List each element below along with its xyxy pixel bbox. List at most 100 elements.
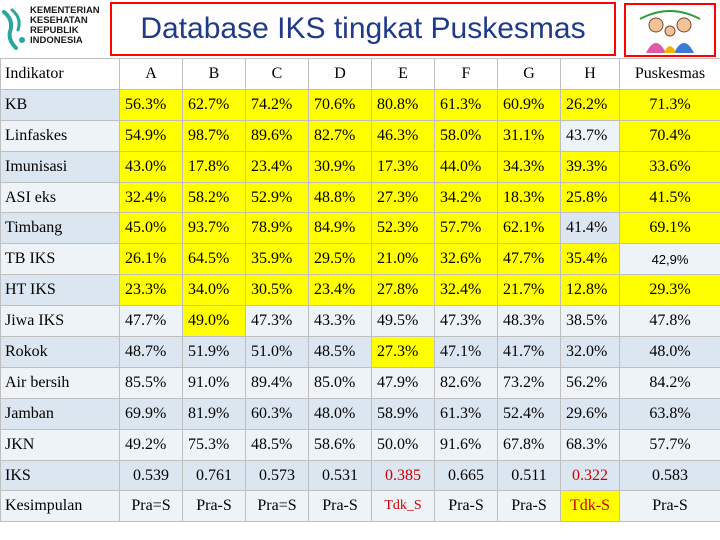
table-cell: 47.1% — [434, 336, 498, 368]
table-cell: 0.539 — [119, 459, 183, 492]
table-cell: 0.573 — [245, 459, 309, 492]
table-header-row: Indikator A B C D E F G H Puskesmas — [0, 58, 720, 90]
table-cell: Pra=S — [119, 490, 183, 523]
table-cell: 73.2% — [497, 366, 561, 399]
table-cell: 75.3% — [182, 428, 246, 461]
table-cell: 61.3% — [434, 88, 498, 121]
ministry-logo-line: KESEHATAN — [30, 15, 88, 26]
table-cell: 41.7% — [497, 336, 561, 368]
row-label: Kesimpulan — [0, 490, 120, 523]
table-cell: 69.9% — [119, 397, 183, 430]
table-cell: 35.4% — [560, 243, 620, 276]
table-cell: 82.7% — [308, 119, 372, 152]
table-row: Jamban 69.9% 81.9% 60.3% 48.0% 58.9% 61.3% 52.4… — [0, 397, 720, 430]
table-cell: 23.3% — [119, 274, 183, 307]
puskesmas-cell: 57.7% — [619, 428, 720, 461]
table-row: Timbang 45.0% 93.7% 78.9% 84.9% 52.3% 57.7% 62.… — [0, 212, 720, 245]
table-cell: 29.6% — [560, 397, 620, 430]
table-cell: 56.2% — [560, 366, 620, 399]
iks-data-table: Indikator A B C D E F G H Puskesmas KB 56… — [0, 58, 720, 523]
puskesmas-cell: 29.3% — [619, 274, 720, 307]
table-cell: 23.4% — [308, 274, 372, 307]
table-cell: 34.3% — [497, 150, 561, 183]
table-cell: 32.6% — [434, 243, 498, 276]
puskesmas-cell: 48.0% — [619, 336, 720, 368]
table-cell: 52.4% — [497, 397, 561, 430]
table-cell: Tdk_S — [371, 490, 435, 523]
table-cell: 26.1% — [119, 243, 183, 276]
row-label: IKS — [0, 459, 120, 492]
table-row: Air bersih 85.5% 91.0% 89.4% 85.0% 47.9% 82.6%… — [0, 366, 720, 399]
table-cell: Pra-S — [497, 490, 561, 523]
table-cell: 52.9% — [245, 181, 309, 214]
ministry-logo-text: KEMENTERIAN KESEHATAN REPUBLIK INDONESIA — [30, 6, 112, 46]
table-cell: 30.9% — [308, 150, 372, 183]
column-header: E — [371, 58, 435, 90]
table-cell: 47.9% — [371, 366, 435, 399]
table-row: Jiwa IKS 47.7% 49.0% 47.3% 43.3% 49.5% 47.3% 48… — [0, 305, 720, 338]
row-label: Timbang — [0, 212, 120, 245]
table-row: ASI eks 32.4% 58.2% 52.9% 48.8% 27.3% 34.2% 18.… — [0, 181, 720, 214]
table-cell: 29.5% — [308, 243, 372, 276]
puskesmas-cell: Pra-S — [619, 490, 720, 523]
table-cell: 68.3% — [560, 428, 620, 461]
family-logo — [624, 3, 716, 57]
table-cell: 47.7% — [119, 305, 183, 338]
table-cell: 64.5% — [182, 243, 246, 276]
table-cell: 74.2% — [245, 88, 309, 121]
table-cell: 34.0% — [182, 274, 246, 307]
column-header: Indikator — [0, 58, 120, 90]
table-cell: 52.3% — [371, 212, 435, 245]
table-cell: 85.0% — [308, 366, 372, 399]
table-cell: 0.511 — [497, 459, 561, 492]
table-cell: 21.7% — [497, 274, 561, 307]
table-cell: 35.9% — [245, 243, 309, 276]
table-cell: 60.9% — [497, 88, 561, 121]
table-cell: 84.9% — [308, 212, 372, 245]
table-cell: 70.6% — [308, 88, 372, 121]
table-cell: 45.0% — [119, 212, 183, 245]
table-row: IKS 0.539 0.761 0.573 0.531 0.385 0.665 0.511 0.… — [0, 459, 720, 492]
table-cell: 38.5% — [560, 305, 620, 338]
table-cell: 89.4% — [245, 366, 309, 399]
table-cell: 91.0% — [182, 366, 246, 399]
row-label: HT IKS — [0, 274, 120, 307]
table-row: Kesimpulan Pra=S Pra-S Pra=S Pra-S Tdk_S Pra-S… — [0, 490, 720, 523]
row-label: Jamban — [0, 397, 120, 430]
table-cell: 51.9% — [182, 336, 246, 368]
table-cell: 48.5% — [245, 428, 309, 461]
table-cell: 17.8% — [182, 150, 246, 183]
table-cell: 93.7% — [182, 212, 246, 245]
table-cell: 85.5% — [119, 366, 183, 399]
table-cell: 57.7% — [434, 212, 498, 245]
puskesmas-cell: 42,9% — [619, 243, 720, 276]
table-cell: 91.6% — [434, 428, 498, 461]
puskesmas-cell: 71.3% — [619, 88, 720, 121]
ministry-emblem-icon — [2, 8, 25, 50]
table-cell: 47.3% — [245, 305, 309, 338]
column-header: F — [434, 58, 498, 90]
table-cell: 48.5% — [308, 336, 372, 368]
ministry-logo: KEMENTERIAN KESEHATAN REPUBLIK INDONESIA — [2, 2, 110, 56]
row-label: Linfaskes — [0, 119, 120, 152]
puskesmas-cell: 0.583 — [619, 459, 720, 492]
table-cell: 0.322 — [560, 459, 620, 492]
table-cell: 48.0% — [308, 397, 372, 430]
table-cell: 41.4% — [560, 212, 620, 245]
family-logo-icon — [639, 10, 701, 53]
table-cell: 49.0% — [182, 305, 246, 338]
table-cell: 62.7% — [182, 88, 246, 121]
table-cell: 17.3% — [371, 150, 435, 183]
table-cell: 49.5% — [371, 305, 435, 338]
table-cell: 27.3% — [371, 336, 435, 368]
title-box: Database IKS tingkat Puskesmas — [110, 2, 616, 56]
table-cell: 48.7% — [119, 336, 183, 368]
puskesmas-cell: 63.8% — [619, 397, 720, 430]
row-label: Rokok — [0, 336, 120, 368]
table-cell: 26.2% — [560, 88, 620, 121]
row-label: TB IKS — [0, 243, 120, 276]
table-cell: Pra-S — [308, 490, 372, 523]
table-cell: 21.0% — [371, 243, 435, 276]
table-cell: 58.6% — [308, 428, 372, 461]
table-cell: 81.9% — [182, 397, 246, 430]
